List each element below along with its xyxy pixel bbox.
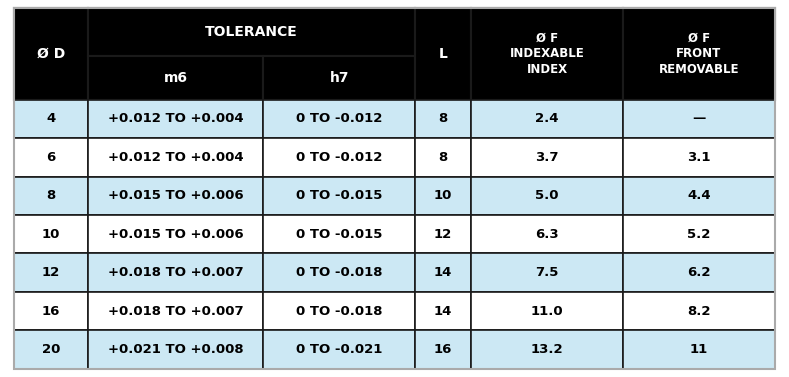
Bar bbox=[264, 100, 415, 138]
Text: 8: 8 bbox=[439, 151, 448, 164]
Text: m6: m6 bbox=[164, 71, 188, 85]
Text: +0.015 TO +0.006: +0.015 TO +0.006 bbox=[108, 189, 244, 202]
Text: 6: 6 bbox=[47, 151, 56, 164]
Bar bbox=[415, 8, 471, 100]
Text: 16: 16 bbox=[434, 343, 452, 356]
Text: 5.2: 5.2 bbox=[687, 228, 711, 241]
Bar bbox=[623, 8, 775, 100]
Text: 10: 10 bbox=[434, 189, 452, 202]
Text: Ø D: Ø D bbox=[37, 47, 65, 61]
Bar bbox=[88, 138, 264, 176]
Text: 7.5: 7.5 bbox=[536, 266, 559, 279]
Bar bbox=[88, 330, 264, 369]
Text: —: — bbox=[692, 112, 705, 126]
Text: +0.015 TO +0.006: +0.015 TO +0.006 bbox=[108, 228, 244, 241]
Bar bbox=[14, 100, 88, 138]
Text: 16: 16 bbox=[42, 305, 61, 317]
Text: +0.018 TO +0.007: +0.018 TO +0.007 bbox=[108, 305, 244, 317]
Bar bbox=[471, 176, 623, 215]
Text: Ø F
INDEXABLE
INDEX: Ø F INDEXABLE INDEX bbox=[510, 32, 585, 77]
Bar bbox=[623, 330, 775, 369]
Text: 0 TO -0.015: 0 TO -0.015 bbox=[296, 228, 383, 241]
Text: 10: 10 bbox=[42, 228, 61, 241]
Bar bbox=[88, 100, 264, 138]
Bar bbox=[415, 215, 471, 253]
Bar bbox=[264, 292, 415, 330]
Bar bbox=[264, 56, 415, 100]
Text: 0 TO -0.015: 0 TO -0.015 bbox=[296, 189, 383, 202]
Bar bbox=[471, 253, 623, 292]
Text: h7: h7 bbox=[330, 71, 349, 85]
Text: 4.4: 4.4 bbox=[687, 189, 711, 202]
Text: 14: 14 bbox=[434, 266, 452, 279]
Text: 4: 4 bbox=[47, 112, 56, 126]
Bar bbox=[264, 330, 415, 369]
Bar bbox=[14, 215, 88, 253]
Text: Ø F
FRONT
REMOVABLE: Ø F FRONT REMOVABLE bbox=[659, 32, 739, 77]
Text: 3.1: 3.1 bbox=[687, 151, 711, 164]
Text: 6.3: 6.3 bbox=[535, 228, 559, 241]
Bar bbox=[471, 100, 623, 138]
Bar bbox=[623, 138, 775, 176]
Text: 0 TO -0.021: 0 TO -0.021 bbox=[296, 343, 383, 356]
Text: 0 TO -0.018: 0 TO -0.018 bbox=[296, 266, 383, 279]
Bar bbox=[14, 138, 88, 176]
Bar bbox=[264, 138, 415, 176]
Text: TOLERANCE: TOLERANCE bbox=[205, 25, 298, 39]
Bar bbox=[471, 215, 623, 253]
Bar bbox=[623, 292, 775, 330]
Text: 0 TO -0.012: 0 TO -0.012 bbox=[296, 151, 383, 164]
Bar bbox=[415, 330, 471, 369]
Text: 8: 8 bbox=[439, 112, 448, 126]
Bar bbox=[471, 138, 623, 176]
Bar bbox=[14, 330, 88, 369]
Bar bbox=[623, 100, 775, 138]
Bar bbox=[264, 215, 415, 253]
Bar bbox=[415, 100, 471, 138]
Bar bbox=[623, 215, 775, 253]
Text: +0.018 TO +0.007: +0.018 TO +0.007 bbox=[108, 266, 244, 279]
Bar bbox=[264, 253, 415, 292]
Bar bbox=[14, 292, 88, 330]
Bar bbox=[88, 292, 264, 330]
Bar bbox=[88, 8, 415, 56]
Bar bbox=[471, 292, 623, 330]
Text: +0.012 TO +0.004: +0.012 TO +0.004 bbox=[108, 151, 244, 164]
Text: 12: 12 bbox=[42, 266, 60, 279]
Bar bbox=[415, 292, 471, 330]
Text: 11.0: 11.0 bbox=[531, 305, 563, 317]
Bar bbox=[88, 215, 264, 253]
Bar bbox=[14, 176, 88, 215]
Bar bbox=[264, 176, 415, 215]
Bar bbox=[415, 253, 471, 292]
Text: 14: 14 bbox=[434, 305, 452, 317]
Text: +0.012 TO +0.004: +0.012 TO +0.004 bbox=[108, 112, 244, 126]
Bar bbox=[14, 8, 88, 100]
Text: 6.2: 6.2 bbox=[687, 266, 711, 279]
Text: +0.021 TO +0.008: +0.021 TO +0.008 bbox=[108, 343, 244, 356]
Bar bbox=[88, 56, 264, 100]
Bar bbox=[88, 176, 264, 215]
Bar bbox=[623, 176, 775, 215]
Bar bbox=[623, 253, 775, 292]
Text: L: L bbox=[439, 47, 447, 61]
Bar bbox=[471, 330, 623, 369]
Bar bbox=[14, 253, 88, 292]
Text: 20: 20 bbox=[42, 343, 61, 356]
Bar bbox=[88, 253, 264, 292]
Bar bbox=[471, 8, 623, 100]
Bar bbox=[415, 138, 471, 176]
Text: 8.2: 8.2 bbox=[687, 305, 711, 317]
Text: 12: 12 bbox=[434, 228, 452, 241]
Text: 0 TO -0.018: 0 TO -0.018 bbox=[296, 305, 383, 317]
Text: 3.7: 3.7 bbox=[535, 151, 559, 164]
Text: 8: 8 bbox=[47, 189, 56, 202]
Text: 11: 11 bbox=[690, 343, 708, 356]
Text: 5.0: 5.0 bbox=[535, 189, 559, 202]
Text: 2.4: 2.4 bbox=[535, 112, 559, 126]
Text: 13.2: 13.2 bbox=[531, 343, 563, 356]
Bar bbox=[415, 176, 471, 215]
Text: 0 TO -0.012: 0 TO -0.012 bbox=[296, 112, 383, 126]
